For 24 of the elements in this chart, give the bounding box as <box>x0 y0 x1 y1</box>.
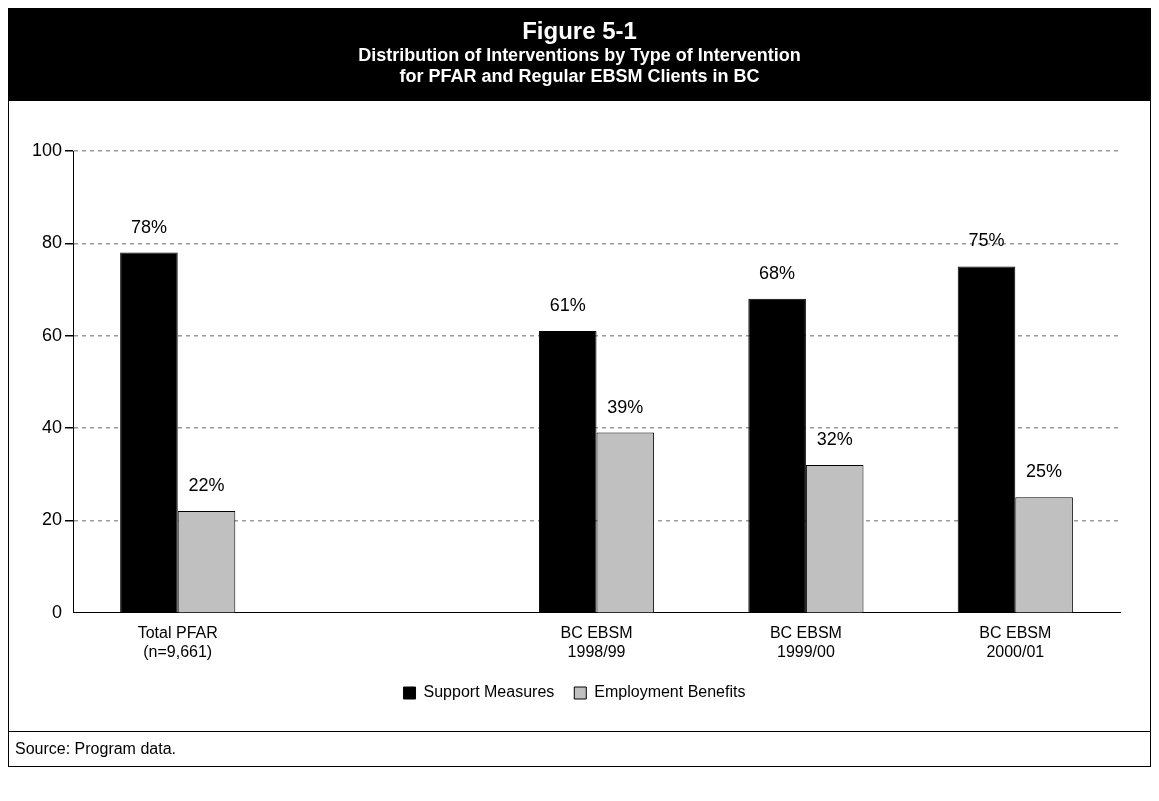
source-note: Source: Program data. <box>9 731 1150 766</box>
y-tick-label: 80 <box>42 232 63 253</box>
x-tick-label: BC EBSM 1998/99 <box>560 623 633 660</box>
y-tick-label: 100 <box>31 139 63 160</box>
legend-label: Support Measures <box>423 683 555 701</box>
x-tick-label: BC EBSM 2000/01 <box>979 623 1052 660</box>
data-label: 39% <box>607 396 644 417</box>
data-label: 75% <box>968 230 1005 251</box>
x-tick-label: Total PFAR (n=9,661) <box>137 623 218 660</box>
data-label: 32% <box>816 428 853 449</box>
y-tick-label: 20 <box>42 509 63 530</box>
data-label: 25% <box>1026 461 1063 482</box>
data-label: 22% <box>188 475 225 496</box>
x-tick-label: BC EBSM 1999/00 <box>769 623 842 660</box>
data-label: 61% <box>549 294 586 315</box>
y-tick-label: 0 <box>52 601 63 622</box>
y-tick-label: 60 <box>42 324 63 345</box>
legend-label: Employment Benefits <box>594 683 746 701</box>
y-tick-label: 40 <box>42 416 63 437</box>
chart-subtitle: Distribution of Interventions by Type of Intervention for PFAR and Regular EBSM Clients in BC <box>357 45 802 87</box>
data-label: 68% <box>759 262 796 283</box>
data-label: 78% <box>130 216 167 237</box>
chart-title: Figure 5-1 <box>521 17 638 45</box>
bar <box>957 266 1016 613</box>
